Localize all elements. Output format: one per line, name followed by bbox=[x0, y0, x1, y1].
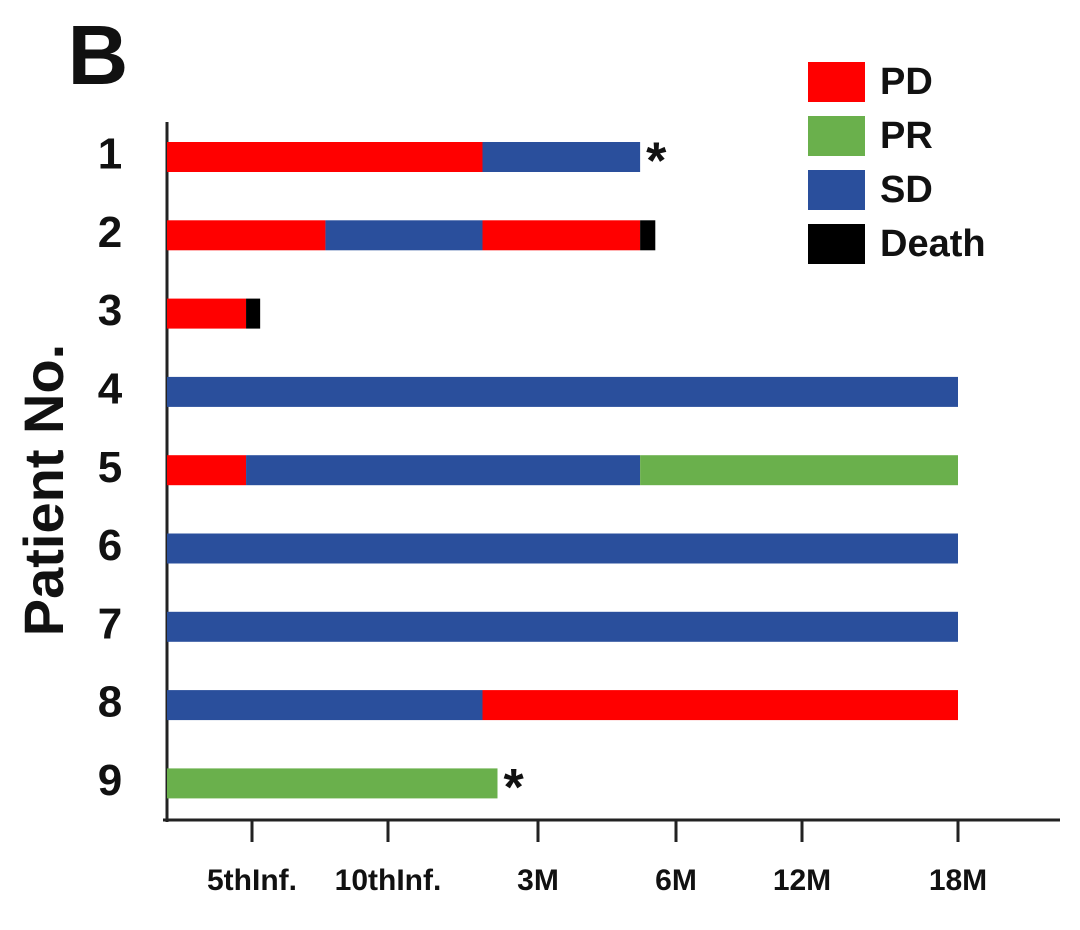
legend-label: PD bbox=[880, 61, 933, 103]
bar-segment bbox=[325, 220, 483, 251]
bar-segment bbox=[640, 220, 656, 251]
bar-segment bbox=[246, 298, 261, 329]
bar-segment bbox=[167, 298, 247, 329]
x-tick-label: 6M bbox=[655, 864, 697, 897]
bar-segment bbox=[167, 142, 483, 172]
x-tick-label: 3M bbox=[517, 864, 559, 897]
bar-segment bbox=[167, 690, 483, 721]
bar-segment bbox=[167, 376, 958, 407]
panel-label: B bbox=[68, 8, 129, 102]
x-tick-label: 18M bbox=[929, 864, 987, 897]
patient-label: 1 bbox=[98, 130, 122, 179]
patient-label: 9 bbox=[98, 756, 122, 805]
legend-swatch bbox=[808, 224, 865, 264]
bar-segment bbox=[482, 142, 641, 172]
legend-label: Death bbox=[880, 223, 986, 265]
bar-segment bbox=[167, 768, 498, 799]
bar-annotation: * bbox=[504, 759, 525, 817]
patient-label: 8 bbox=[98, 678, 122, 727]
x-tick-label: 10thInf. bbox=[335, 864, 442, 897]
patient-label: 7 bbox=[98, 599, 122, 648]
legend-label: PR bbox=[880, 115, 933, 157]
patient-label: 5 bbox=[98, 443, 122, 492]
legend-swatch bbox=[808, 116, 865, 156]
bar-segment bbox=[482, 690, 958, 721]
legend-swatch bbox=[808, 62, 865, 102]
legend-swatch bbox=[808, 170, 865, 210]
x-tick-label: 5thInf. bbox=[207, 864, 297, 897]
patient-label: 6 bbox=[98, 521, 122, 570]
bar-segment bbox=[246, 455, 641, 486]
bar-segment bbox=[482, 220, 641, 251]
patient-label: 4 bbox=[98, 365, 123, 414]
patient-label: 3 bbox=[98, 286, 122, 335]
x-tick-label: 12M bbox=[773, 864, 831, 897]
patient-label: 2 bbox=[98, 208, 122, 257]
y-axis-title: Patient No. bbox=[12, 344, 75, 636]
bar-segment bbox=[167, 611, 958, 642]
bar-annotation: * bbox=[646, 133, 667, 191]
legend-label: SD bbox=[880, 169, 933, 211]
bar-segment bbox=[167, 220, 326, 251]
bar-segment bbox=[167, 455, 247, 486]
bar-segment bbox=[640, 455, 958, 486]
bar-segment bbox=[167, 533, 958, 564]
